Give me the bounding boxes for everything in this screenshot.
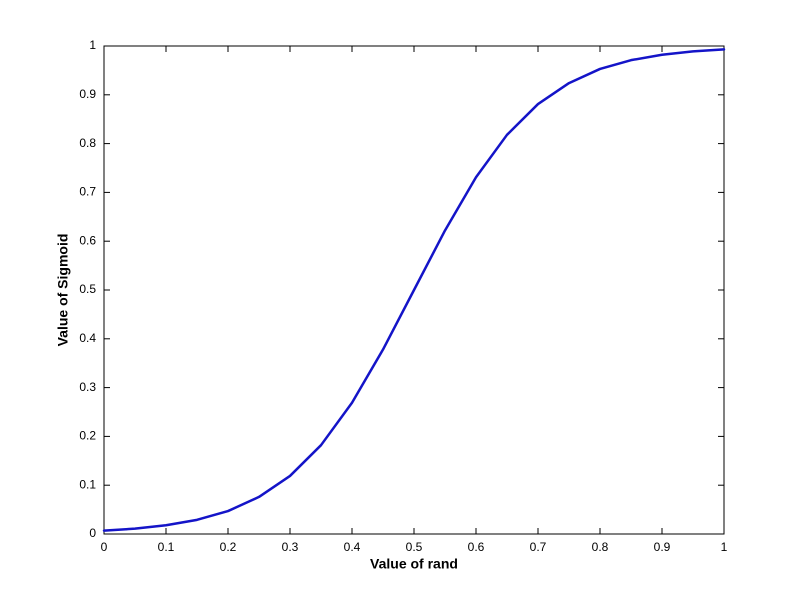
y-tick-label: 0.7 <box>79 185 96 199</box>
y-tick-label: 0.3 <box>79 380 96 394</box>
y-tick-label: 0.1 <box>79 477 96 491</box>
x-tick-label: 0.8 <box>592 540 609 554</box>
y-tick-label: 0.4 <box>79 331 96 345</box>
y-tick-label: 0 <box>89 526 96 540</box>
x-tick-label: 0.4 <box>344 540 361 554</box>
x-tick-label: 0.1 <box>158 540 175 554</box>
y-axis-label: Value of Sigmoid <box>55 234 71 347</box>
line <box>102 48 726 532</box>
y-tick-label: 0.8 <box>79 136 96 150</box>
y-tick-label: 0.2 <box>79 429 96 443</box>
y-tick-label: 0.5 <box>79 282 96 296</box>
x-tick-label: 0.2 <box>220 540 237 554</box>
x-tick-label: 0.7 <box>530 540 547 554</box>
y-tick-label: 1 <box>89 38 96 52</box>
x-tick-label: 1 <box>721 540 728 554</box>
x-axis-label: Value of rand <box>370 556 458 572</box>
y-tick-label: 0.6 <box>79 233 96 247</box>
x-tick-label: 0.3 <box>282 540 299 554</box>
x-tick-label: 0 <box>101 540 108 554</box>
x-tick-label: 0.6 <box>468 540 485 554</box>
x-tick-label: 0.9 <box>654 540 671 554</box>
y-tick-label: 0.9 <box>79 87 96 101</box>
x-tick-label: 0.5 <box>406 540 423 554</box>
